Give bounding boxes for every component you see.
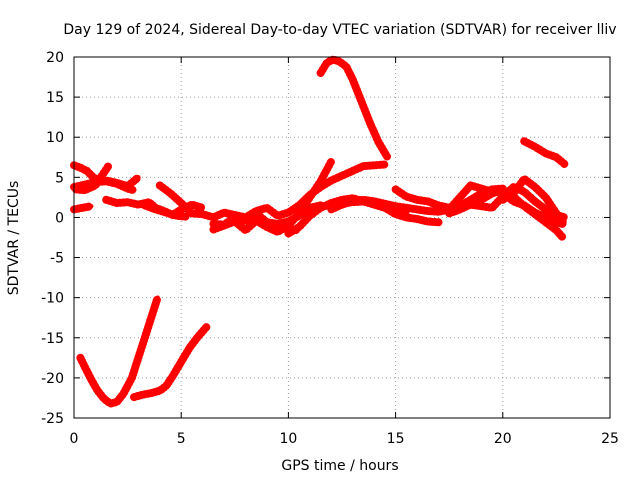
- y-tick-label: 20: [46, 50, 64, 66]
- series-markers: [498, 189, 567, 228]
- y-tick-label: -15: [41, 331, 64, 347]
- y-tick-label: -25: [41, 411, 64, 427]
- series-arc-3: [72, 162, 113, 195]
- gridlines: [74, 57, 610, 418]
- series-arc-17: [445, 183, 569, 222]
- series-arc-12: [295, 157, 336, 218]
- plot-frame: [73, 56, 611, 419]
- series-arc-21: [76, 293, 162, 408]
- x-axis-title: GPS time / hours: [281, 458, 398, 474]
- series-markers: [498, 174, 567, 226]
- series-markers: [520, 137, 569, 169]
- series-arc-22: [130, 322, 211, 402]
- series-markers: [72, 162, 113, 195]
- series-markers: [140, 201, 190, 221]
- series-markers: [70, 202, 96, 214]
- chart-title: Day 129 of 2024, Sidereal Day-to-day VTE…: [63, 22, 616, 38]
- y-tick-label: 5: [55, 170, 64, 186]
- y-tick-label: -20: [41, 371, 64, 387]
- y-tick-label: -5: [50, 251, 64, 267]
- series-arc-4: [70, 202, 96, 214]
- series-markers: [316, 55, 391, 161]
- series-arc-19: [498, 189, 567, 228]
- series-arc-6: [140, 201, 190, 221]
- y-tick-label: 15: [46, 90, 64, 106]
- series-markers: [327, 195, 411, 218]
- y-tick-label: 0: [55, 210, 64, 226]
- y-tick-label: -10: [41, 291, 64, 307]
- series-markers: [130, 322, 211, 402]
- series-markers: [155, 160, 389, 222]
- series-layer: [70, 55, 569, 408]
- x-tick-label: 20: [494, 431, 512, 447]
- series-markers: [70, 177, 138, 195]
- series-markers: [209, 209, 301, 235]
- series-arc-13: [327, 195, 411, 218]
- series-arc-7: [155, 160, 389, 222]
- x-tick-label: 0: [70, 431, 79, 447]
- x-tick-label: 10: [279, 431, 297, 447]
- series-arc-18: [498, 174, 567, 226]
- axis-ticks: 0 5 10 15 20 25 -25 -20 -15 -10 -5 0 5 10 15 20: [41, 50, 619, 447]
- series-markers: [295, 157, 336, 218]
- x-tick-label: 15: [387, 431, 405, 447]
- series-arc-20: [520, 137, 569, 169]
- x-tick-label: 25: [601, 431, 619, 447]
- x-tick-label: 5: [177, 431, 186, 447]
- series-arc-2: [70, 177, 138, 195]
- series-markers: [76, 293, 162, 408]
- series-markers: [445, 183, 569, 222]
- series-arc-9: [209, 209, 301, 235]
- series-arc-14: [316, 55, 391, 161]
- y-axis-title: SDTVAR / TECUs: [6, 181, 22, 296]
- y-tick-label: 10: [46, 130, 64, 146]
